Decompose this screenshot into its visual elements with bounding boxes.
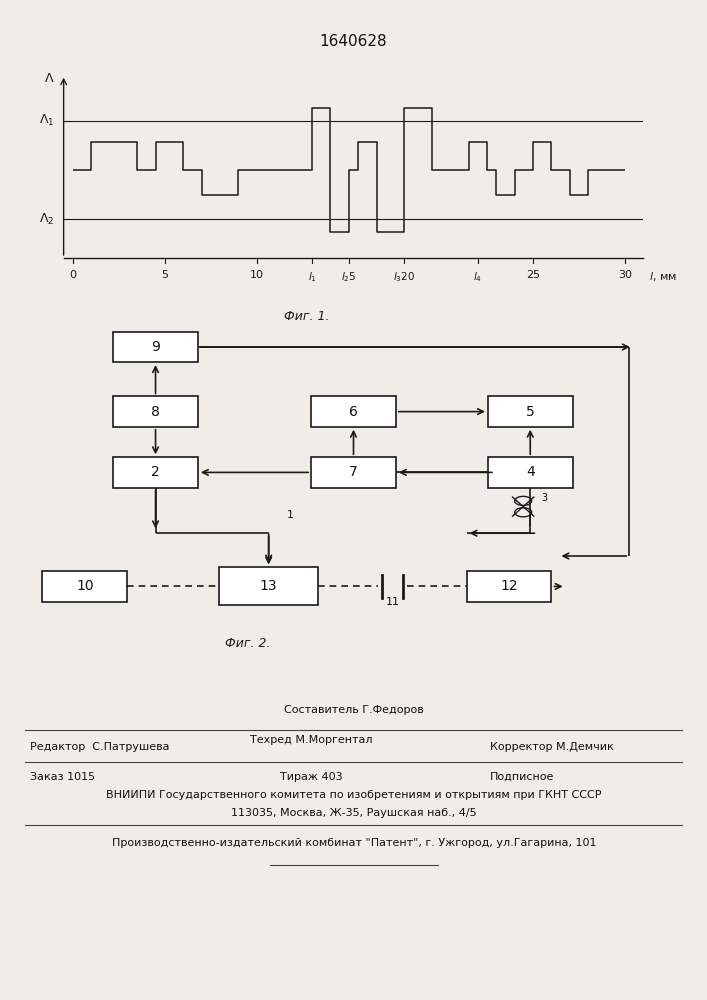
Text: 9: 9 (151, 340, 160, 354)
Text: 3: 3 (541, 493, 547, 503)
Text: $\Lambda_1$: $\Lambda_1$ (39, 113, 54, 128)
Text: 30: 30 (618, 270, 632, 280)
Bar (311, 457, 396, 488)
Text: $l_1$: $l_1$ (308, 270, 317, 284)
Bar (113, 457, 198, 488)
Text: 5: 5 (161, 270, 168, 280)
Text: $l$, мм: $l$, мм (649, 270, 677, 283)
Text: 7: 7 (349, 465, 358, 479)
Text: 1640628: 1640628 (320, 34, 387, 49)
Text: 13: 13 (260, 579, 277, 593)
Text: $\Lambda_2$: $\Lambda_2$ (39, 212, 54, 227)
Text: 25: 25 (526, 270, 540, 280)
Bar (488, 457, 573, 488)
Text: $l_2$5: $l_2$5 (341, 270, 356, 284)
Text: Корректор М.Демчик: Корректор М.Демчик (490, 742, 614, 752)
Bar (488, 396, 573, 427)
Text: 12: 12 (501, 579, 518, 593)
Text: Фиг. 2.: Фиг. 2. (225, 637, 270, 650)
Text: 0: 0 (69, 270, 76, 280)
Text: Тираж 403: Тираж 403 (280, 772, 343, 782)
Text: Составитель Г.Федоров: Составитель Г.Федоров (284, 705, 424, 715)
Text: Фиг. 1.: Фиг. 1. (284, 310, 330, 323)
Text: 113035, Москва, Ж-35, Раушская наб., 4/5: 113035, Москва, Ж-35, Раушская наб., 4/5 (231, 808, 477, 818)
Text: $l_4$: $l_4$ (473, 270, 482, 284)
Text: $\Lambda$: $\Lambda$ (44, 72, 54, 85)
Bar (467, 571, 551, 602)
Text: Техред М.Моргентал: Техред М.Моргентал (250, 735, 373, 745)
Text: 10: 10 (76, 579, 93, 593)
Text: 5: 5 (526, 405, 534, 419)
Text: Подписное: Подписное (490, 772, 554, 782)
Text: 1: 1 (286, 510, 293, 520)
Text: 6: 6 (349, 405, 358, 419)
Bar (219, 567, 318, 605)
Bar (113, 396, 198, 427)
Text: Редактор  С.Патрушева: Редактор С.Патрушева (30, 742, 170, 752)
Text: $l_3$20: $l_3$20 (393, 270, 415, 284)
Text: 2: 2 (151, 465, 160, 479)
Text: 4: 4 (526, 465, 534, 479)
Text: 11: 11 (385, 597, 399, 607)
Bar (113, 332, 198, 362)
Text: 10: 10 (250, 270, 264, 280)
Text: Заказ 1015: Заказ 1015 (30, 772, 95, 782)
Text: 8: 8 (151, 405, 160, 419)
Bar (311, 396, 396, 427)
Text: ВНИИПИ Государственного комитета по изобретениям и открытиям при ГКНТ СССР: ВНИИПИ Государственного комитета по изоб… (106, 790, 602, 800)
Text: Производственно-издательский комбинат "Патент", г. Ужгород, ул.Гагарина, 101: Производственно-издательский комбинат "П… (112, 838, 596, 848)
Bar (42, 571, 127, 602)
